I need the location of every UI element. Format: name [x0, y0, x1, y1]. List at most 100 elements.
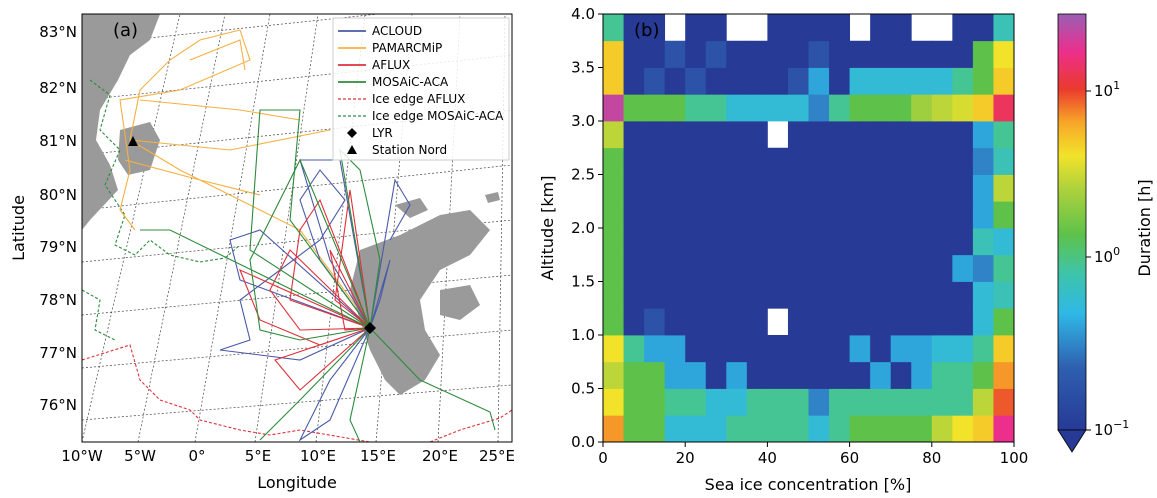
land-masses — [82, 14, 500, 395]
colorbar-extend-arrow — [1057, 429, 1087, 453]
ice-edge-mosaic-west — [82, 289, 116, 341]
heatmap-cell — [603, 308, 624, 336]
track-aflux — [238, 189, 372, 391]
heatmap-cell — [644, 121, 666, 149]
heatmap-cell — [890, 94, 912, 122]
heatmap-cell — [746, 335, 768, 363]
heatmap-cell — [746, 254, 768, 282]
heatmap-cell — [644, 147, 666, 175]
ice-edge-aflux-east — [429, 409, 512, 442]
heatmap-cell — [623, 201, 645, 229]
svalbard-east-island — [440, 285, 480, 320]
heatmap-cell — [603, 40, 624, 68]
heatmap-cell — [849, 308, 871, 336]
heatmap-cell — [767, 415, 789, 443]
heatmap-cell — [603, 121, 624, 149]
heatmap-cell — [746, 121, 768, 149]
map-legend: ACLOUD PAMARCMiP AFLUX MOSAiC-ACA Ice ed… — [332, 17, 510, 161]
svalbard-land — [350, 210, 490, 395]
heatmap-cell — [664, 121, 686, 149]
heatmap-cell — [767, 14, 789, 42]
lon-tick: 25°E — [479, 447, 515, 465]
lon-tick: 5°W — [124, 447, 156, 465]
y-tick-label: 2.0 — [571, 219, 595, 237]
heatmap-cell — [829, 147, 850, 175]
track-mosaic — [140, 109, 496, 442]
heatmap-cell — [746, 174, 768, 202]
lon-tick: 0° — [188, 447, 205, 465]
heatmap-cell — [972, 415, 994, 443]
lat-tick: 80°N — [39, 186, 77, 204]
heatmap-cell — [664, 201, 686, 229]
heatmap-cell — [685, 388, 707, 416]
heatmap-cell — [972, 40, 994, 68]
heatmap-cell — [849, 361, 871, 389]
heatmap-cell — [623, 388, 645, 416]
heatmap-cell — [972, 121, 994, 149]
heatmap-cell — [993, 228, 1015, 256]
heatmap-cell — [644, 228, 666, 256]
heatmap-cell — [911, 415, 933, 443]
lon-tick: 5°E — [245, 447, 272, 465]
heatmap-cell — [726, 361, 748, 389]
heatmap-cell — [952, 281, 974, 309]
heatmap-cell — [787, 388, 809, 416]
lat-tick: 82°N — [39, 79, 77, 97]
x-tick-label: 40 — [758, 449, 777, 467]
ice-edge-lines — [82, 79, 512, 442]
heatmap-cell — [952, 147, 974, 175]
heatmap-cell — [705, 361, 727, 389]
heatmap-cell — [952, 388, 974, 416]
heatmap-cell — [664, 388, 686, 416]
heatmap-cell — [705, 40, 727, 68]
map-panel-label: (a) — [113, 20, 138, 41]
heatmap-cell — [746, 361, 768, 389]
heatmap-cell — [644, 14, 666, 42]
heatmap-cell — [890, 361, 912, 389]
heatmap-cell — [849, 388, 871, 416]
colorbar-tick-label: 100 — [1094, 245, 1120, 266]
heatmap-cell — [603, 147, 624, 175]
heatmap-cell — [931, 67, 953, 95]
heatmap-cell — [911, 94, 933, 122]
heatmap-cell — [890, 388, 912, 416]
heatmap-cell — [808, 14, 830, 42]
heatmap-cell — [911, 228, 933, 256]
legend-swatch — [347, 128, 357, 138]
heatmap-cell — [767, 361, 789, 389]
heatmap-cell — [685, 94, 707, 122]
heatmap-cell — [787, 201, 809, 229]
heatmap-cell — [746, 67, 768, 95]
heatmap-cell — [787, 228, 809, 256]
heatmap-cell — [603, 67, 624, 95]
heatmap-cell — [746, 94, 768, 122]
heatmap-cell — [746, 415, 768, 443]
lon-tick: 20°E — [422, 447, 458, 465]
heatmap-cell — [849, 40, 871, 68]
heatmap-cell — [808, 67, 830, 95]
heatmap-xlabel: Sea ice concentration [%] — [705, 475, 912, 494]
heatmap-cell — [952, 228, 974, 256]
flight-tracks — [119, 29, 496, 442]
heatmap-cell — [870, 281, 892, 309]
heatmap-cell — [993, 254, 1015, 282]
heatmap-cell — [685, 121, 707, 149]
heatmap-cell — [685, 14, 707, 42]
heatmap-cell — [972, 228, 994, 256]
heatmap-cell — [952, 94, 974, 122]
heatmap-cell — [767, 40, 789, 68]
heatmap-cell — [829, 174, 850, 202]
heatmap-cell — [623, 147, 645, 175]
heatmap-cell — [890, 147, 912, 175]
heatmap-cell — [993, 14, 1015, 42]
lon-tick-labels: 10°W 5°W 0° 5°E 10°E 15°E 20°E 25°E — [61, 447, 515, 465]
heatmap-cell — [767, 388, 789, 416]
heatmap-cell — [664, 335, 686, 363]
heatmap-cell — [890, 254, 912, 282]
heatmap-cell — [952, 67, 974, 95]
heatmap-cell — [993, 174, 1015, 202]
heatmap-cell — [746, 40, 768, 68]
heatmap-cell — [664, 228, 686, 256]
heatmap-cell — [705, 228, 727, 256]
